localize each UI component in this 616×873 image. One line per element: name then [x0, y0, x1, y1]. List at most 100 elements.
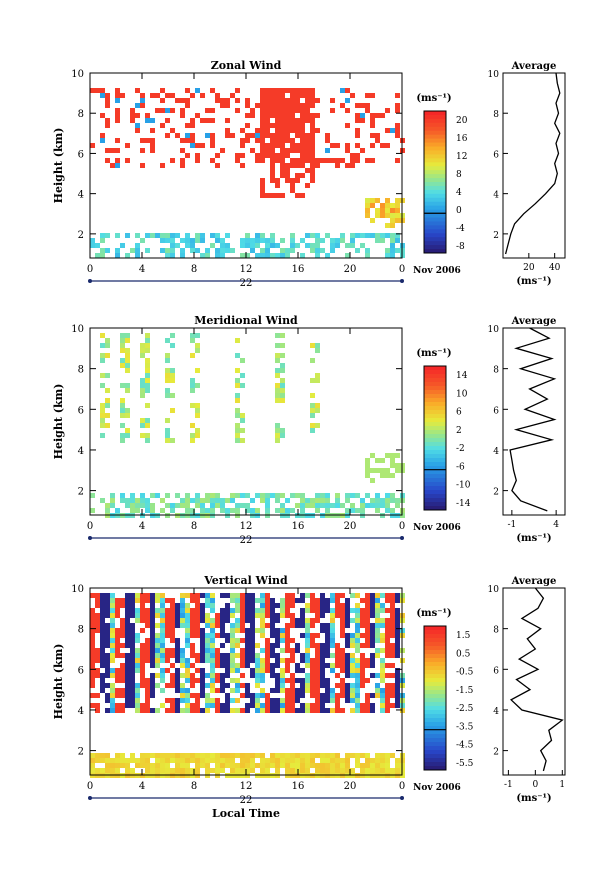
heatmap-cell	[185, 703, 190, 708]
heatmap-cell	[365, 708, 370, 713]
heatmap-cell	[140, 628, 145, 633]
heatmap-cell	[215, 673, 220, 678]
heatmap-cell	[290, 683, 295, 688]
heatmap-cell	[255, 703, 260, 708]
heatmap-cell	[155, 648, 160, 653]
heatmap-cell	[205, 633, 210, 638]
heatmap-cell	[205, 763, 210, 768]
heatmap-cell	[175, 618, 180, 623]
heatmap-cell	[240, 493, 245, 498]
heatmap-cell	[175, 98, 180, 103]
colorbar-segment	[424, 742, 446, 747]
heatmap-cell	[130, 693, 135, 698]
heatmap-cell	[310, 423, 315, 428]
heatmap-cell	[290, 693, 295, 698]
heatmap-cell	[280, 238, 285, 243]
heatmap-cell	[305, 113, 310, 118]
heatmap-cell	[210, 158, 215, 163]
heatmap-cell	[385, 473, 390, 478]
heatmap-cell	[200, 508, 205, 513]
heatmap-cell	[255, 663, 260, 668]
heatmap-cell	[385, 143, 390, 148]
heatmap-cell	[125, 383, 130, 388]
heatmap-cell	[345, 613, 350, 618]
heatmap-cell	[375, 768, 380, 773]
heatmap-cell	[340, 693, 345, 698]
heatmap-cell	[150, 508, 155, 513]
heatmap-cell	[185, 618, 190, 623]
heatmap-cell	[215, 698, 220, 703]
heatmap-cell	[280, 123, 285, 128]
heatmap-cell	[320, 668, 325, 673]
heatmap-cell	[330, 243, 335, 248]
heatmap-cell	[270, 608, 275, 613]
heatmap-cell	[175, 698, 180, 703]
heatmap-cell	[390, 243, 395, 248]
heatmap-cell	[265, 133, 270, 138]
heatmap-cell	[135, 758, 140, 763]
heatmap-cell	[100, 333, 105, 338]
heatmap-cell	[170, 368, 175, 373]
heatmap-cell	[160, 618, 165, 623]
heatmap-cell	[335, 243, 340, 248]
heatmap-cell	[160, 248, 165, 253]
heatmap-cell	[365, 643, 370, 648]
heatmap-cell	[385, 768, 390, 773]
heatmap-cell	[260, 763, 265, 768]
heatmap-cell	[250, 628, 255, 633]
heatmap-cell	[325, 768, 330, 773]
heatmap-cell	[295, 503, 300, 508]
heatmap-cell	[345, 633, 350, 638]
heatmap-cell	[145, 248, 150, 253]
heatmap-cell	[255, 613, 260, 618]
colorbar-segment	[424, 402, 446, 407]
heatmap-cell	[325, 683, 330, 688]
heatmap-cell	[285, 763, 290, 768]
heatmap-cell	[190, 673, 195, 678]
heatmap-cell	[370, 653, 375, 658]
heatmap-cell	[310, 163, 315, 168]
heatmap-cell	[395, 203, 400, 208]
heatmap-cell	[110, 593, 115, 598]
heatmap-cell	[100, 768, 105, 773]
heatmap-cell	[125, 763, 130, 768]
heatmap-cell	[240, 613, 245, 618]
heatmap-cell	[305, 643, 310, 648]
heatmap-cell	[275, 753, 280, 758]
heatmap-cell	[145, 708, 150, 713]
heatmap-cell	[110, 658, 115, 663]
colorbar-segment	[424, 398, 446, 403]
heatmap-cell	[390, 618, 395, 623]
heatmap-cell	[175, 683, 180, 688]
heatmap-cell	[215, 233, 220, 238]
heatmap-cell	[275, 193, 280, 198]
heatmap-cell	[350, 698, 355, 703]
heatmap-cell	[335, 768, 340, 773]
heatmap-cell	[170, 393, 175, 398]
colorbar-segment	[424, 142, 446, 147]
heatmap-cell	[290, 618, 295, 623]
heatmap-cell	[125, 348, 130, 353]
heatmap-cell	[230, 653, 235, 658]
heatmap-cell	[90, 703, 95, 708]
heatmap-cell	[260, 88, 265, 93]
heatmap-cell	[125, 758, 130, 763]
heatmap-cell	[220, 658, 225, 663]
heatmap-cell	[235, 623, 240, 628]
heatmap-cell	[265, 668, 270, 673]
heatmap-cell	[160, 688, 165, 693]
heatmap-cell	[395, 213, 400, 218]
heatmap-cell	[155, 638, 160, 643]
heatmap-cell	[245, 753, 250, 758]
heatmap-cell	[290, 493, 295, 498]
heatmap-cell	[180, 593, 185, 598]
heatmap-cell	[95, 243, 100, 248]
heatmap-cell	[240, 438, 245, 443]
heatmap-cell	[130, 593, 135, 598]
heatmap-cell	[360, 608, 365, 613]
heatmap-cell	[310, 668, 315, 673]
heatmap-cell	[300, 148, 305, 153]
heatmap-cell	[240, 383, 245, 388]
heatmap-cell	[105, 233, 110, 238]
heatmap-cell	[325, 508, 330, 513]
